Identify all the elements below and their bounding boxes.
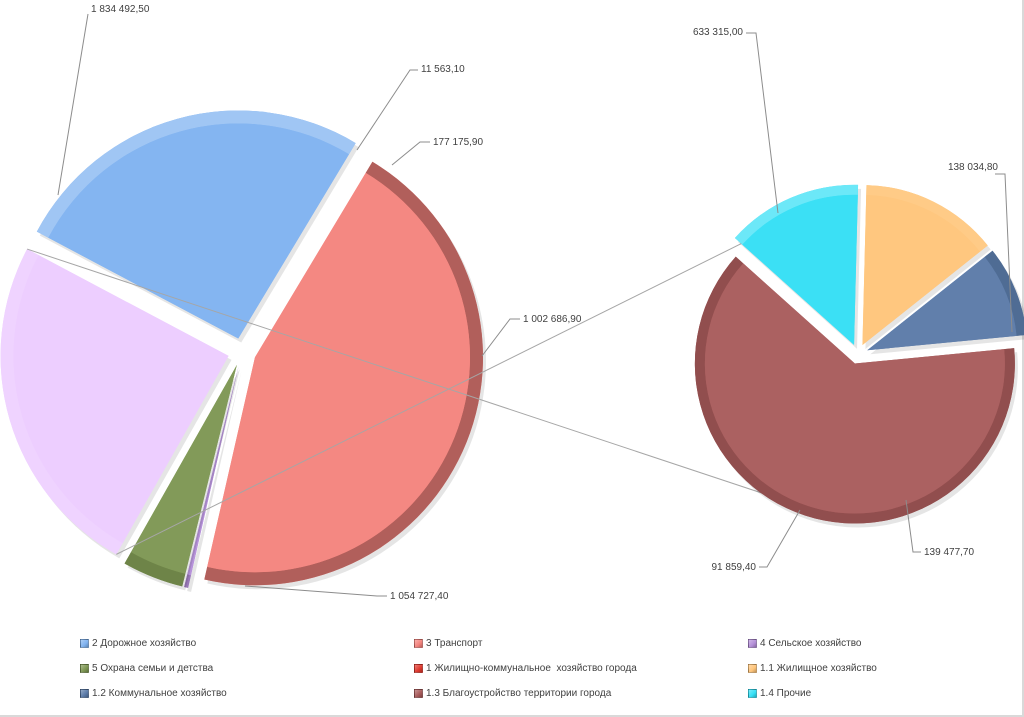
legend-swatch-zhkh xyxy=(414,664,423,673)
legend-swatch-selskoe xyxy=(748,639,757,648)
legend-label-zhkh: 1 Жилищно-коммунальное хозяйство города xyxy=(426,663,637,674)
data-label-dorozhnoe: 1 054 727,40 xyxy=(390,591,449,602)
legend-item-okhrana: 5 Охрана семьи и детства xyxy=(80,663,213,674)
legend-label-dorozhnoe: 2 Дорожное хозяйство xyxy=(92,638,197,649)
secondary-pie-slice-blagoustroystvo xyxy=(694,256,1018,528)
main-pie-slice-zhkh xyxy=(0,249,232,559)
leader-line-zhilishchnoe xyxy=(905,499,921,553)
leader-line-transport xyxy=(57,13,89,196)
leader-line-kommunalnoe xyxy=(759,509,801,568)
data-label-prochie: 138 034,80 xyxy=(948,162,998,173)
legend-swatch-prochie xyxy=(748,689,757,698)
legend-label-okhrana: 5 Охрана семьи и детства xyxy=(92,663,214,674)
legend-item-prochie: 1.4 Прочие xyxy=(748,688,811,699)
secondary-pie-slice-prochie xyxy=(734,184,862,349)
leader-line-blagoustroystvo xyxy=(746,32,779,214)
legend-swatch-kommunalnoe xyxy=(80,689,89,698)
leader-lines xyxy=(57,13,1013,597)
legend-item-zhilishchnoe: 1.1 Жилищное хозяйство xyxy=(748,663,877,674)
legend-item-kommunalnoe: 1.2 Коммунальное хозяйство xyxy=(80,688,227,699)
main-pie-slice-dorozhnoe xyxy=(36,110,359,343)
secondary-pie xyxy=(694,184,1024,528)
data-label-selskoe: 11 563,10 xyxy=(421,64,465,75)
legend-label-prochie: 1.4 Прочие xyxy=(760,688,812,699)
leader-line-selskoe xyxy=(356,69,418,151)
legend-swatch-blagoustroystvo xyxy=(414,689,423,698)
legend-label-selskoe: 4 Сельское хозяйство xyxy=(760,638,862,649)
leader-line-zhkh xyxy=(481,318,520,357)
legend-label-blagoustroystvo: 1.3 Благоустройство территории города xyxy=(426,688,612,699)
leader-line-dorozhnoe xyxy=(244,585,387,597)
legend-item-blagoustroystvo: 1.3 Благоустройство территории города xyxy=(414,688,611,699)
legend-item-selskoe: 4 Сельское хозяйство xyxy=(748,638,862,649)
pie-of-pie-chart: 1 834 492,50 11 563,10 177 175,90 1 002 686… xyxy=(0,4,1024,602)
pie-connector-lines xyxy=(26,191,846,555)
data-label-zhkh: 1 002 686,90 xyxy=(523,314,582,325)
legend-swatch-transport xyxy=(414,639,423,648)
data-label-kommunalnoe: 91 859,40 xyxy=(712,562,757,573)
legend-item-transport: 3 Транспорт xyxy=(414,638,482,649)
legend-label-transport: 3 Транспорт xyxy=(426,638,483,649)
leader-line-okhrana xyxy=(391,141,430,166)
leader-line-prochie xyxy=(995,173,1013,333)
connector-line-bottom xyxy=(26,248,841,520)
legend-swatch-dorozhnoe xyxy=(80,639,89,648)
main-pie-slice-transport xyxy=(204,161,486,590)
legend-item-dorozhnoe: 2 Дорожное хозяйство xyxy=(80,638,196,649)
secondary-pie-slice-zhilishchnoe xyxy=(862,185,991,350)
data-label-blagoustroystvo: 633 315,00 xyxy=(693,27,743,38)
main-pie xyxy=(0,110,486,592)
data-label-transport: 1 834 492,50 xyxy=(91,4,150,15)
main-pie-slice-selskoe xyxy=(184,365,242,592)
legend-swatch-zhilishchnoe xyxy=(748,664,757,673)
chart-legend: 2 Дорожное хозяйство 3 Транспорт 4 Сельско… xyxy=(0,628,1024,708)
secondary-pie-slice-kommunalnoe xyxy=(867,250,1024,355)
legend-item-zhkh: 1 Жилищно-коммунальное хозяйство города xyxy=(414,663,637,674)
legend-label-kommunalnoe: 1.2 Коммунальное хозяйство xyxy=(92,688,227,699)
connector-line-top xyxy=(116,191,846,555)
legend-label-zhilishchnoe: 1.1 Жилищное хозяйство xyxy=(760,663,877,674)
data-label-zhilishchnoe: 139 477,70 xyxy=(924,547,974,558)
data-label-okhrana: 177 175,90 xyxy=(433,137,483,148)
legend-swatch-okhrana xyxy=(80,664,89,673)
data-labels: 1 834 492,50 11 563,10 177 175,90 1 002 686… xyxy=(91,4,998,602)
